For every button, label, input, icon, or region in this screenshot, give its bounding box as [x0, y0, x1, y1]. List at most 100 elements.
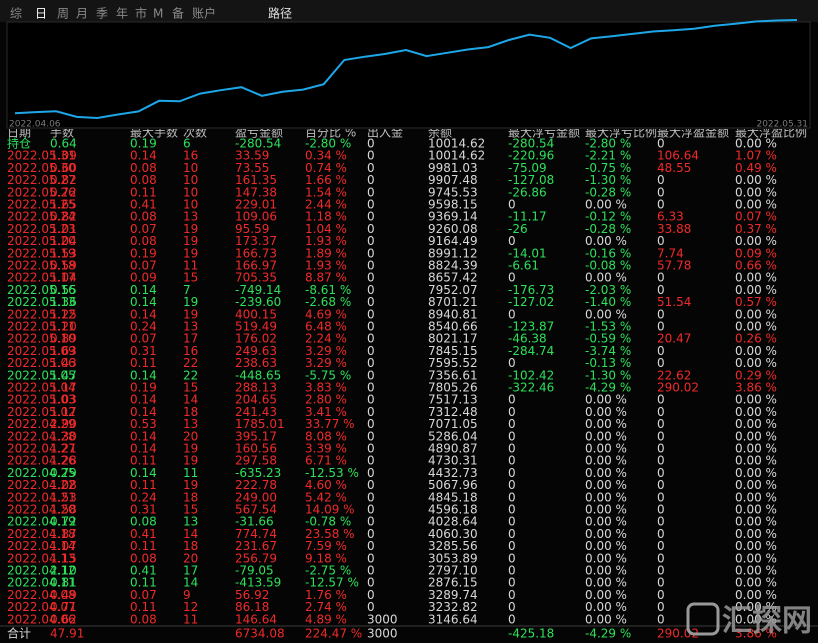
cell: 0 [508, 478, 516, 492]
tab[interactable]: 账户 [192, 6, 216, 21]
tab[interactable]: 月 [76, 7, 88, 21]
tab[interactable]: 备 [172, 7, 184, 21]
cell: 3053.89 [428, 551, 478, 565]
cell: 9164.49 [428, 234, 478, 248]
cell: 0 [367, 551, 375, 565]
cell: 0.60 [50, 161, 77, 175]
cell: 7 [183, 283, 191, 297]
cell: 0.00 % [585, 588, 627, 602]
cell: 6734.08 [235, 627, 285, 641]
cell: 3.39 % [305, 442, 347, 456]
cell: 16 [183, 344, 198, 358]
row-label: 2022.05.31 [7, 149, 76, 163]
cell: 0 [657, 490, 665, 504]
cell: 1.93 % [305, 234, 347, 248]
row-label: 2022.04.19 [7, 515, 76, 529]
cell: 222.78 [235, 478, 277, 492]
cell: 0 [657, 344, 665, 358]
cell: 0 [508, 417, 516, 431]
cell: -1.40 % [585, 295, 631, 309]
cell: 7.74 [657, 246, 684, 260]
cell: 0.00 % [735, 454, 777, 468]
cell: 9260.08 [428, 222, 478, 236]
cell: 10 [183, 161, 198, 175]
cell: 0 [508, 466, 516, 480]
cell: 1.53 [50, 246, 77, 260]
cell: 5286.04 [428, 429, 478, 443]
tab[interactable]: 市 [135, 6, 147, 21]
cell: 2.74 % [305, 600, 347, 614]
cell: 0.00 % [735, 490, 777, 504]
cell: 9369.14 [428, 210, 478, 224]
cell: 20.47 [657, 332, 691, 346]
cell: 8657.42 [428, 271, 478, 285]
row-label: 2022.05.20 [7, 234, 76, 248]
cell: 0.00 % [585, 429, 627, 443]
cell: 0 [657, 551, 665, 565]
cell: 2.90 [50, 417, 77, 431]
cell: -31.66 [235, 515, 274, 529]
cell: 0 [657, 173, 665, 187]
cell: 0.14 [130, 307, 157, 321]
tab[interactable]: 综 [10, 7, 22, 21]
tab[interactable]: 季 [96, 7, 108, 21]
cell: -12.53 % [305, 466, 359, 480]
cell: 10 [183, 198, 198, 212]
cell: 0 [508, 588, 516, 602]
cell: 4.60 % [305, 478, 347, 492]
cell: 0 [367, 405, 375, 419]
cell: 1.89 % [305, 246, 347, 260]
cell: 10 [183, 185, 198, 199]
cell: 0.00 % [735, 137, 777, 151]
cell: 23.58 % [305, 527, 355, 541]
cell: -6.61 [508, 259, 539, 273]
cell: 0 [657, 429, 665, 443]
cell: 1.53 [50, 490, 77, 504]
row-label: 2022.05.26 [7, 185, 76, 199]
column-header: 百分比 % [305, 126, 356, 140]
cell: 0.00 % [735, 417, 777, 431]
cell: 0.31 [130, 344, 157, 358]
cell: 7.59 % [305, 539, 347, 553]
cell: 1.58 [50, 503, 77, 517]
cell: 1.09 [50, 149, 77, 163]
cell: 0.00 % [735, 442, 777, 456]
cell: 160.56 [235, 442, 277, 456]
cell: -26.86 [508, 185, 547, 199]
cell: 0.29 % [735, 368, 777, 382]
cell: 1.63 [50, 344, 77, 358]
tab[interactable]: 周 [57, 7, 69, 21]
column-header: 最大手数 [130, 125, 178, 140]
cell: 1.17 [50, 405, 77, 419]
cell: 0 [367, 539, 375, 553]
column-header: 最大浮盈金额 [657, 125, 729, 140]
cell: 0.57 % [735, 295, 777, 309]
row-label: 2022.05.10 [7, 332, 76, 346]
tab[interactable]: 日 [35, 7, 47, 21]
cell: 0.00 % [735, 393, 777, 407]
cell: 0.08 [130, 161, 157, 175]
cell: 0 [367, 478, 375, 492]
cell: 0.00 % [735, 429, 777, 443]
tab[interactable]: 年 [116, 7, 128, 21]
row-label: 2022.05.23 [7, 222, 76, 236]
tab[interactable]: M [153, 7, 163, 21]
cell: 0.14 [130, 405, 157, 419]
cell: 0.00 % [585, 417, 627, 431]
cell: 1.04 [50, 271, 77, 285]
cell: 0 [367, 198, 375, 212]
cell: 0.00 % [735, 356, 777, 370]
cell: 1.66 % [305, 173, 347, 187]
cell: 0.11 [130, 576, 157, 590]
cell: 0.08 [130, 173, 157, 187]
cell: 12 [183, 600, 198, 614]
cell: 4060.30 [428, 527, 478, 541]
cell: 5.42 % [305, 490, 347, 504]
cell: 11 [183, 259, 198, 273]
cell: -14.01 [508, 246, 547, 260]
cell: 0.00 % [735, 307, 777, 321]
cell: -280.54 [508, 137, 554, 151]
cell: 0 [508, 490, 516, 504]
cell: 0.49 % [735, 161, 777, 175]
cell: 8991.12 [428, 246, 478, 260]
